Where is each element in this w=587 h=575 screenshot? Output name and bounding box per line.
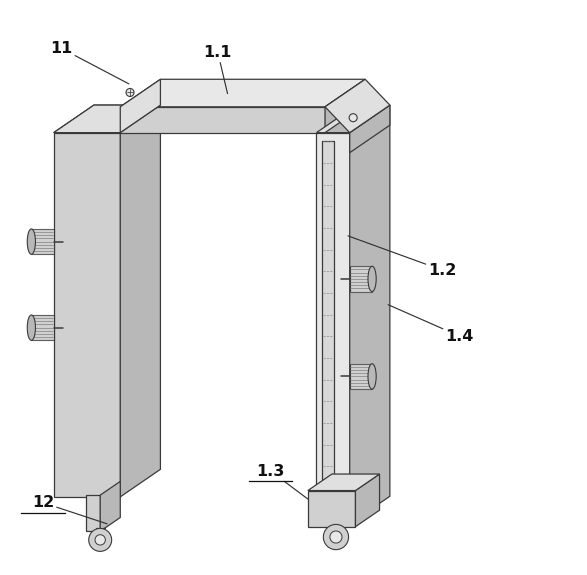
Ellipse shape xyxy=(368,364,376,389)
Text: 12: 12 xyxy=(32,495,107,524)
Polygon shape xyxy=(86,495,100,531)
Text: 1.2: 1.2 xyxy=(348,236,457,278)
Ellipse shape xyxy=(27,229,35,254)
Polygon shape xyxy=(325,79,390,133)
Ellipse shape xyxy=(368,266,376,292)
Text: 1.1: 1.1 xyxy=(204,45,232,94)
Text: 1.3: 1.3 xyxy=(257,463,316,505)
Polygon shape xyxy=(308,490,356,527)
Polygon shape xyxy=(356,474,380,527)
Polygon shape xyxy=(120,79,160,133)
Circle shape xyxy=(89,528,112,551)
Polygon shape xyxy=(325,79,365,133)
Polygon shape xyxy=(316,133,350,524)
Bar xyxy=(350,266,372,292)
Circle shape xyxy=(95,535,105,545)
Text: 1.4: 1.4 xyxy=(388,305,474,344)
Polygon shape xyxy=(325,105,390,133)
Polygon shape xyxy=(350,105,390,524)
Polygon shape xyxy=(54,105,160,133)
Circle shape xyxy=(323,524,349,550)
Polygon shape xyxy=(316,105,390,133)
Polygon shape xyxy=(322,141,333,509)
Ellipse shape xyxy=(27,315,35,340)
Polygon shape xyxy=(54,133,120,497)
Polygon shape xyxy=(100,481,120,531)
Polygon shape xyxy=(120,105,160,497)
Circle shape xyxy=(126,89,134,97)
Bar xyxy=(31,229,54,254)
Polygon shape xyxy=(54,105,160,133)
Polygon shape xyxy=(350,105,390,153)
Polygon shape xyxy=(308,474,380,490)
Text: 11: 11 xyxy=(50,41,129,84)
Bar xyxy=(31,315,54,340)
Circle shape xyxy=(349,114,357,122)
Polygon shape xyxy=(120,107,325,133)
Polygon shape xyxy=(120,79,365,107)
Circle shape xyxy=(330,531,342,543)
Bar xyxy=(350,364,372,389)
